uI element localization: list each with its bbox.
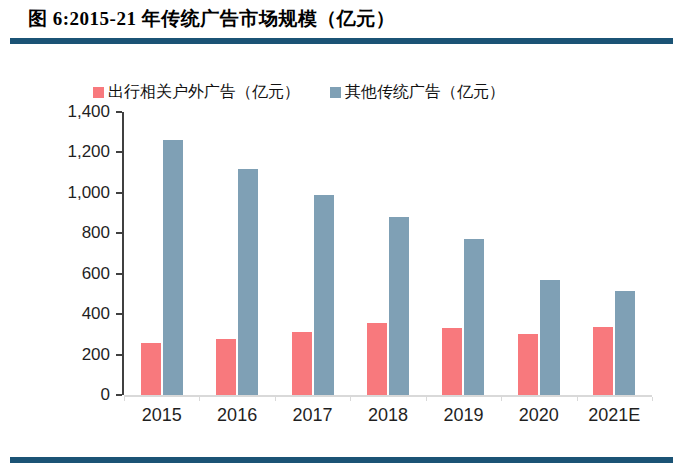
y-axis-label-0: 0 (40, 386, 110, 404)
x-axis-label-2017: 2017 (275, 405, 351, 426)
y-axis-tick-1200 (116, 151, 122, 153)
title-divider-rule (10, 38, 673, 44)
x-axis-baseline (124, 395, 652, 397)
bar-other-2020 (540, 280, 560, 395)
bar-outdoor-2019 (442, 328, 462, 395)
legend-swatch-outdoor-ads (93, 87, 104, 98)
y-axis-tick-400 (116, 313, 122, 315)
report-figure: 图 6:2015-21 年传统广告市场规模（亿元） 出行相关户外广告（亿元） 其… (0, 0, 683, 464)
bar-outdoor-2020 (518, 334, 538, 395)
bar-other-2021E (615, 291, 635, 395)
x-axis-label-2016: 2016 (199, 405, 275, 426)
bar-outdoor-2016 (216, 339, 236, 395)
bar-other-2016 (238, 169, 258, 395)
legend-label-outdoor-ads: 出行相关户外广告（亿元） (108, 82, 300, 103)
x-axis-label-2020: 2020 (501, 405, 577, 426)
y-axis-label-600: 600 (40, 265, 110, 283)
legend-swatch-other-traditional-ads (330, 87, 341, 98)
y-axis-label-1200: 1,200 (40, 143, 110, 161)
y-axis-label-1400: 1,400 (40, 103, 110, 121)
x-axis-tick (577, 397, 578, 401)
bottom-divider-rule (10, 457, 673, 463)
x-axis-tick (275, 397, 276, 401)
x-axis-tick (199, 397, 200, 401)
bar-other-2017 (314, 195, 334, 395)
legend-item-outdoor-ads: 出行相关户外广告（亿元） (93, 82, 300, 103)
x-axis-tick (501, 397, 502, 401)
x-axis-label-2015: 2015 (124, 405, 200, 426)
y-axis-label-200: 200 (40, 346, 110, 364)
x-axis-tick (350, 397, 351, 401)
x-axis-label-2019: 2019 (425, 405, 501, 426)
legend-item-other-traditional-ads: 其他传统广告（亿元） (330, 82, 505, 103)
y-axis-tick-800 (116, 232, 122, 234)
bar-other-2015 (163, 140, 183, 395)
bar-chart-plot-area: 02004006008001,0001,2001,400201520162017… (122, 112, 652, 395)
y-axis-tick-0 (116, 394, 122, 396)
y-axis-label-400: 400 (40, 305, 110, 323)
bar-other-2018 (389, 217, 409, 395)
y-axis-tick-1000 (116, 192, 122, 194)
bar-outdoor-2017 (292, 332, 312, 395)
y-axis-tick-600 (116, 273, 122, 275)
chart-legend: 出行相关户外广告（亿元） 其他传统广告（亿元） (93, 82, 505, 103)
bar-outdoor-2021E (593, 327, 613, 395)
x-axis-label-2021E: 2021E (576, 405, 652, 426)
y-axis-label-800: 800 (40, 224, 110, 242)
legend-label-other-traditional-ads: 其他传统广告（亿元） (345, 82, 505, 103)
y-axis-tick-1400 (116, 111, 122, 113)
x-axis-tick (652, 397, 653, 401)
x-axis-label-2018: 2018 (350, 405, 426, 426)
bar-other-2019 (464, 239, 484, 395)
bar-outdoor-2015 (141, 343, 161, 395)
bar-outdoor-2018 (367, 323, 387, 395)
figure-title: 图 6:2015-21 年传统广告市场规模（亿元） (28, 6, 395, 32)
x-axis-tick (426, 397, 427, 401)
x-axis-tick (124, 397, 125, 401)
y-axis-tick-200 (116, 354, 122, 356)
y-axis-label-1000: 1,000 (40, 184, 110, 202)
